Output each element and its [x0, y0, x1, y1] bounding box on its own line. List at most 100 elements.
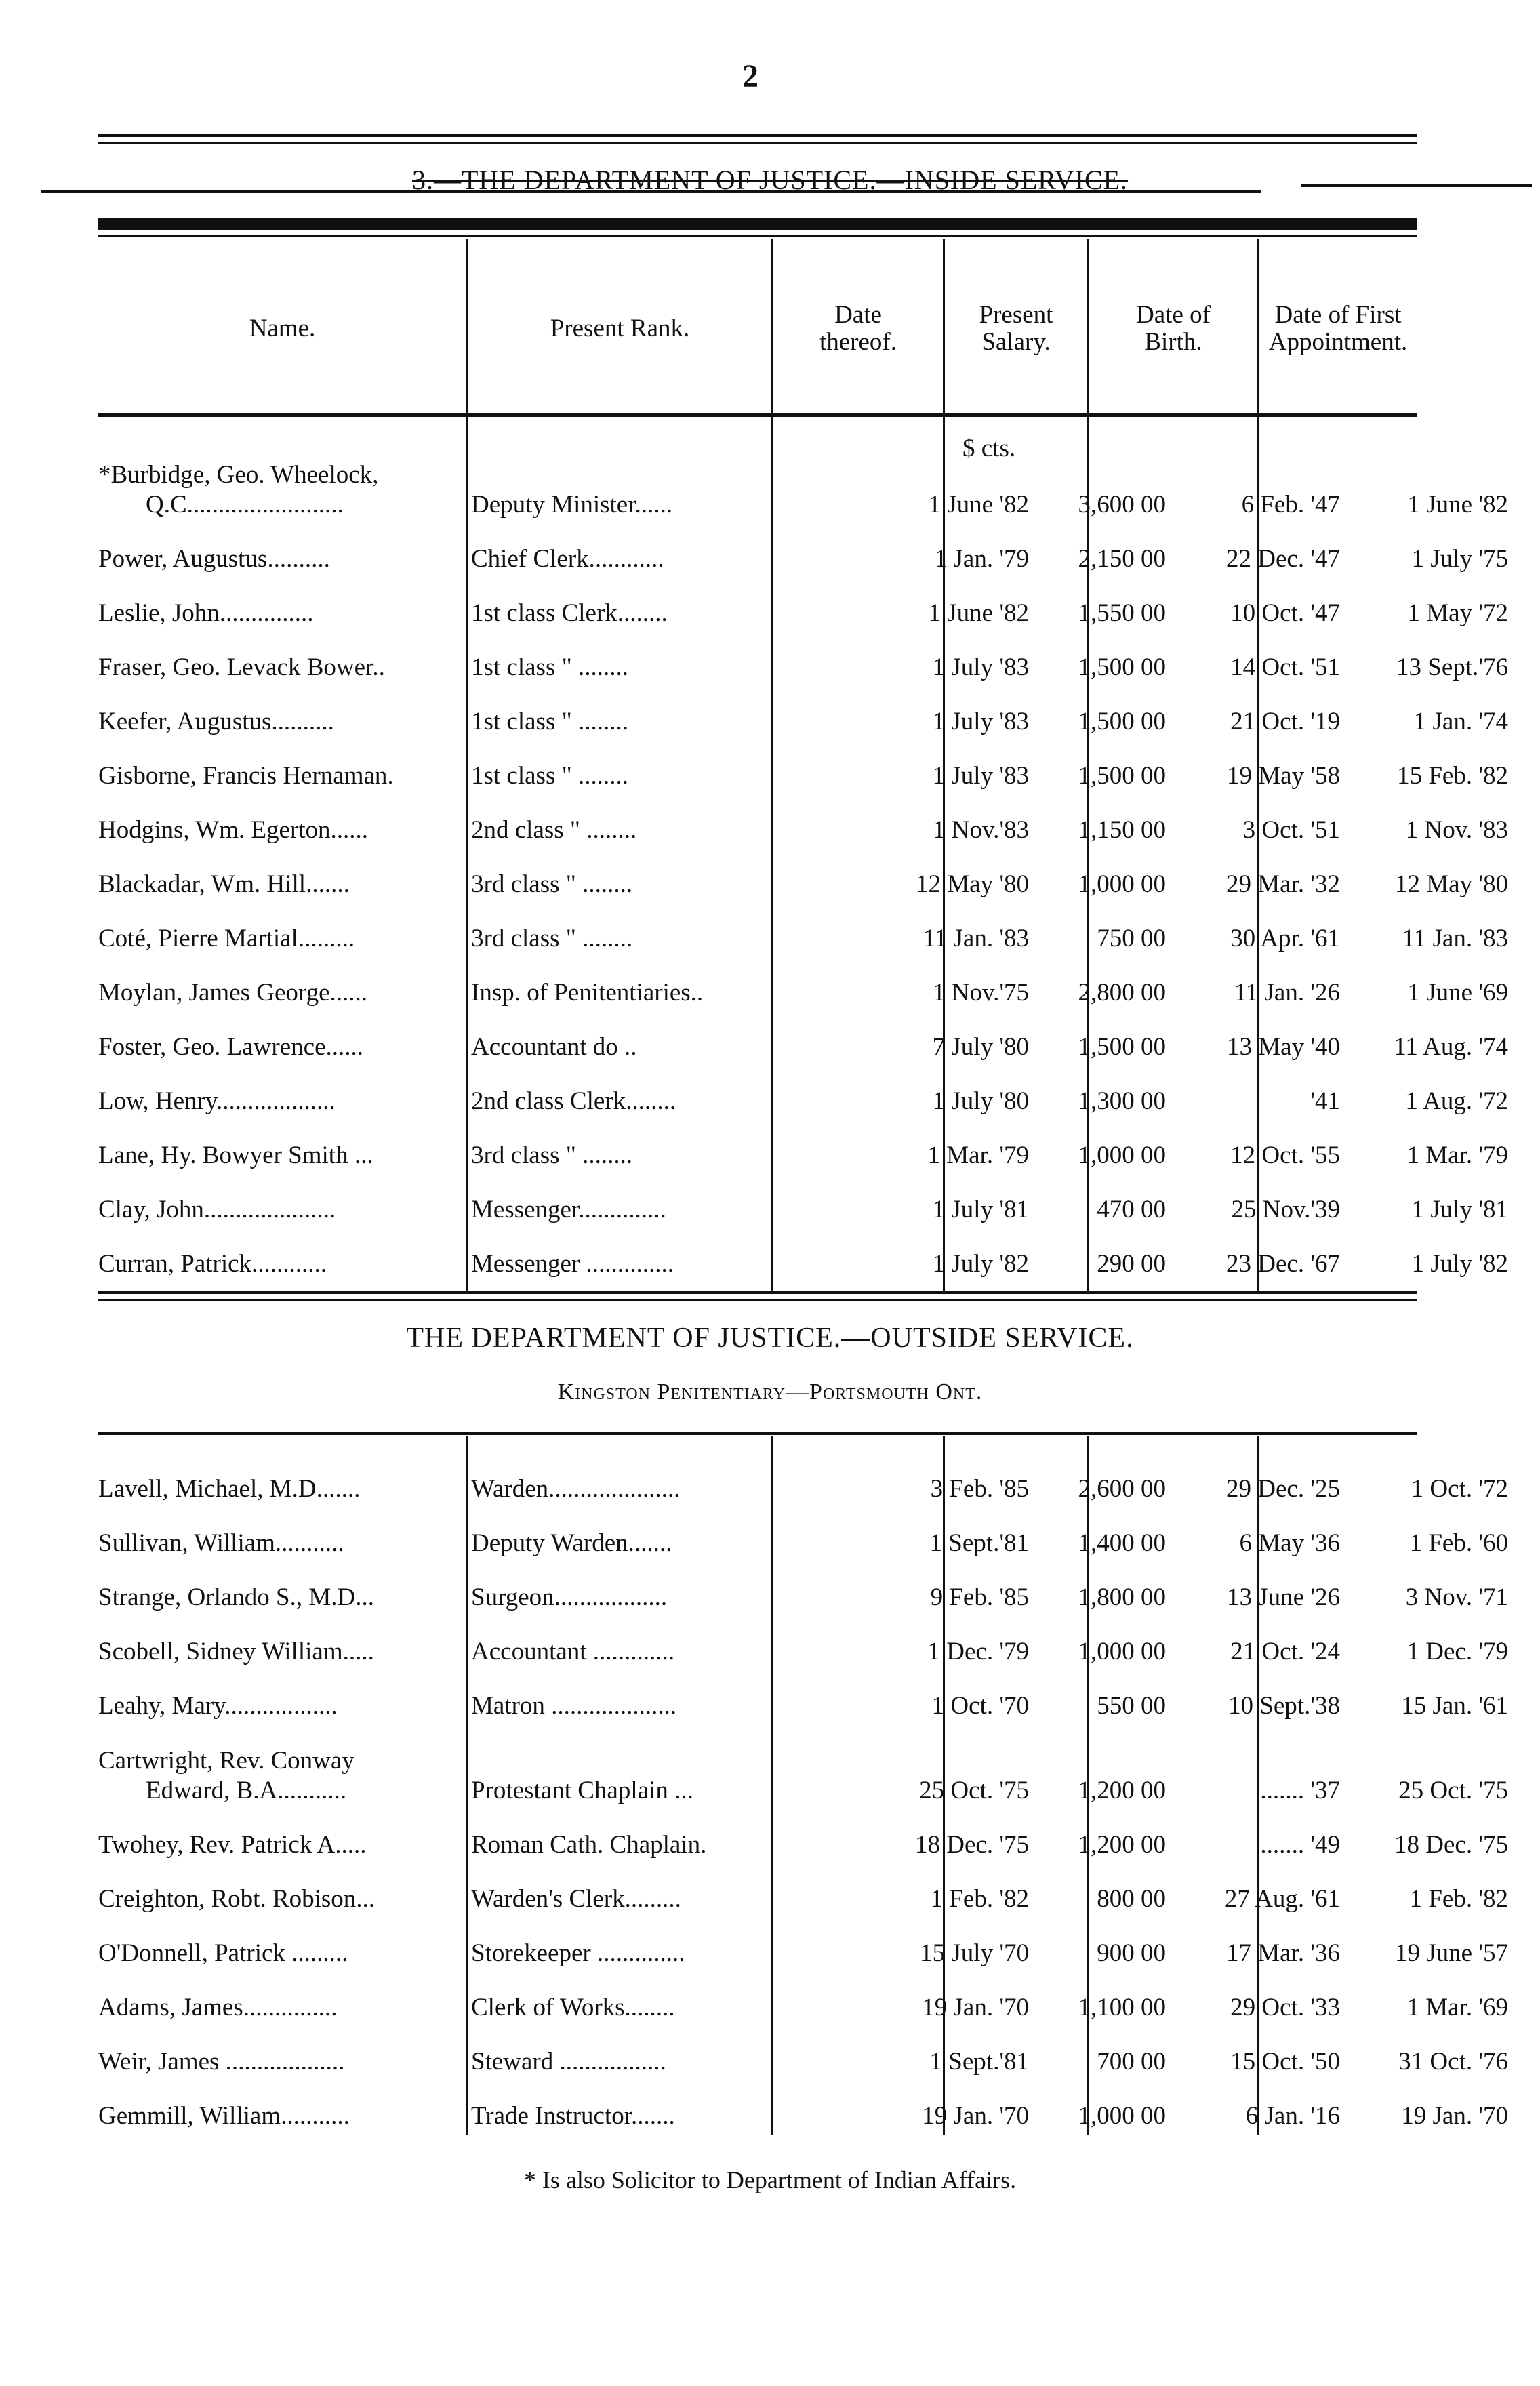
cell-name: Hodgins, Wm. Egerton...... [98, 816, 369, 844]
cell-salary: 3,600 00 [1078, 491, 1167, 519]
cell-date: 25 Oct. '75 [919, 1777, 1029, 1804]
page-number: 2 [742, 58, 758, 94]
top-rule [98, 134, 1417, 137]
cell-rank: Messenger .............. [471, 1250, 674, 1278]
table-row: Coté, Pierre Martial......... 3rd class "… [98, 908, 1508, 963]
cell-salary: 900 00 [1097, 1939, 1166, 1967]
cell-date: 1 July '83 [932, 708, 1029, 735]
cell-birth: 15 Oct. '50 [1230, 2048, 1340, 2076]
table-row: Blackadar, Wm. Hill....... 3rd class " ..… [98, 854, 1508, 908]
cell-rank: Insp. of Penitentiaries.. [471, 979, 704, 1007]
table-row: Gisborne, Francis Hernaman. 1st class " .… [98, 746, 1508, 800]
cell-date: 1 July '81 [932, 1196, 1029, 1224]
cell-birth: 13 June '26 [1227, 1583, 1340, 1611]
header-date-first-appointment: Date of First Appointment. [1268, 301, 1408, 356]
cell-date: 1 June '82 [928, 491, 1030, 519]
cell-name-continued: Q.C......................... [146, 491, 344, 519]
cell-birth: ....... '49 [1260, 1831, 1340, 1859]
cell-salary: 470 00 [1097, 1196, 1166, 1224]
cell-birth: 10 Oct. '47 [1230, 599, 1340, 627]
cell-salary: 2,600 00 [1078, 1475, 1167, 1503]
cell-birth: 3 Oct. '51 [1242, 816, 1340, 844]
column-divider [1257, 239, 1259, 1291]
cell-name: Moylan, James George...... [98, 979, 367, 1007]
table-row: Adams, James............... Clerk of Work… [98, 1977, 1508, 2031]
cell-first: 1 Mar. '79 [1406, 1141, 1508, 1169]
table-row: Scobell, Sidney William..... Accountant .… [98, 1621, 1508, 1676]
cell-rank: Clerk of Works........ [471, 1994, 675, 2021]
cell-rank: 3rd class " ........ [471, 925, 633, 952]
table-row: Strange, Orlando S., M.D... Surgeon......… [98, 1567, 1508, 1621]
cell-date: 15 July '70 [920, 1939, 1029, 1967]
cell-birth: 14 Oct. '51 [1230, 653, 1340, 681]
cell-first: 1 Aug. '72 [1405, 1087, 1508, 1115]
cell-date: 19 Jan. '70 [922, 1994, 1029, 2021]
cell-date: 1 July '82 [932, 1250, 1029, 1278]
cell-first: 15 Feb. '82 [1397, 762, 1508, 790]
cell-first: 3 Nov. '71 [1405, 1583, 1508, 1611]
cell-first: 1 May '72 [1407, 599, 1509, 627]
cell-date: 18 Dec. '75 [915, 1831, 1029, 1859]
table-row: Q.C......................... *Burbidge, G… [98, 444, 1508, 529]
table-row: Fraser, Geo. Levack Bower.. 1st class " .… [98, 637, 1508, 691]
table-row: Lane, Hy. Bowyer Smith ... 3rd class " ..… [98, 1125, 1508, 1179]
table-row: Clay, John..................... Messenger… [98, 1179, 1508, 1234]
column-divider [466, 239, 468, 1291]
table-row: Curran, Patrick............ Messenger ...… [98, 1234, 1508, 1288]
thin-rule [98, 235, 1417, 237]
cell-first: 1 Jan. '74 [1413, 708, 1508, 735]
cell-name: Lavell, Michael, M.D....... [98, 1475, 361, 1503]
cell-name: Coté, Pierre Martial......... [98, 925, 355, 952]
cell-salary: 800 00 [1097, 1885, 1166, 1913]
cell-salary: 1,000 00 [1078, 870, 1167, 898]
cell-birth: 29 Dec. '25 [1226, 1475, 1340, 1503]
cell-birth: 21 Oct. '24 [1230, 1638, 1340, 1665]
cell-salary: 1,000 00 [1078, 2102, 1167, 2130]
cell-rank: Warden..................... [471, 1475, 681, 1503]
cell-name: O'Donnell, Patrick ......... [98, 1939, 348, 1967]
cell-salary: 1,000 00 [1078, 1638, 1167, 1665]
cell-name: Sullivan, William........... [98, 1529, 344, 1557]
column-divider [1087, 239, 1089, 1291]
header-bottom-rule [98, 413, 1417, 417]
cell-date: 1 July '83 [932, 762, 1029, 790]
cell-date: 1 Mar. '79 [927, 1141, 1029, 1169]
footnote: * Is also Solicitor to Department of Ind… [523, 2166, 1017, 2193]
cell-birth: 21 Oct. '19 [1230, 708, 1340, 735]
cell-birth: 25 Nov.'39 [1231, 1196, 1340, 1224]
cell-first: 25 Oct. '75 [1398, 1777, 1508, 1804]
cell-birth: '41 [1310, 1087, 1340, 1115]
cell-name: Curran, Patrick............ [98, 1250, 327, 1278]
cell-first: 1 Nov. '83 [1405, 816, 1508, 844]
cell-date: 1 Nov.'83 [933, 816, 1029, 844]
table-row: Twohey, Rev. Patrick A..... Roman Cath. C… [98, 1815, 1508, 1869]
cell-first: 11 Jan. '83 [1402, 925, 1508, 952]
thick-rule [98, 218, 1417, 230]
cell-rank: Surgeon.................. [471, 1583, 668, 1611]
cell-rank: 2nd class " ........ [471, 816, 637, 844]
cell-rank: Messenger.............. [471, 1196, 666, 1224]
cell-salary: 1,200 00 [1078, 1777, 1167, 1804]
cell-name: Fraser, Geo. Levack Bower.. [98, 653, 385, 681]
table-row: Lavell, Michael, M.D....... Warden.......… [98, 1459, 1508, 1513]
cell-salary: 2,800 00 [1078, 979, 1167, 1007]
cell-rank: Deputy Minister...... [471, 491, 673, 519]
cell-date: 1 June '82 [928, 599, 1030, 627]
cell-first: 1 Mar. '69 [1406, 1994, 1508, 2021]
cell-first: 19 June '57 [1395, 1939, 1508, 1967]
table-row: Power, Augustus.......... Chief Clerk....… [98, 529, 1508, 583]
column-divider [943, 1436, 945, 2135]
table-row: Hodgins, Wm. Egerton...... 2nd class " ..… [98, 800, 1508, 854]
cell-rank: Matron .................... [471, 1692, 677, 1720]
cell-salary: 1,100 00 [1078, 1994, 1167, 2021]
cell-first: 1 June '69 [1407, 979, 1509, 1007]
cell-rank: Roman Cath. Chaplain. [471, 1831, 707, 1859]
column-divider [1257, 1436, 1259, 2135]
cell-name: Adams, James............... [98, 1994, 338, 2021]
table-row: Moylan, James George...... Insp. of Penit… [98, 963, 1508, 1017]
cell-birth: 30 Apr. '61 [1230, 925, 1340, 952]
cell-salary: 1,500 00 [1078, 653, 1167, 681]
cell-rank: Deputy Warden....... [471, 1529, 672, 1557]
cell-name: Gemmill, William........... [98, 2102, 350, 2130]
cell-salary: 1,550 00 [1078, 599, 1167, 627]
